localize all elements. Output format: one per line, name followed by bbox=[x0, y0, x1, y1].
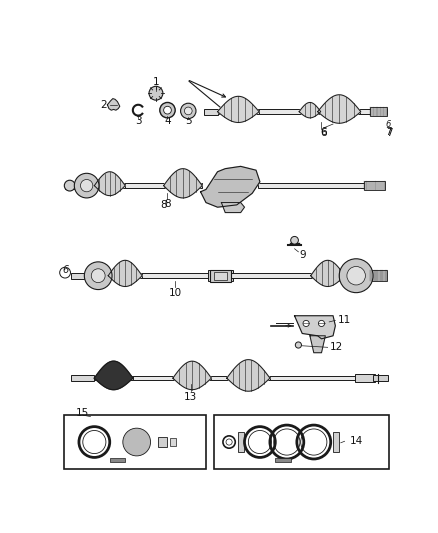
Bar bbox=[133, 376, 179, 381]
Bar bbox=[258, 183, 367, 188]
Text: 2: 2 bbox=[100, 100, 107, 110]
Bar bbox=[142, 273, 210, 278]
Polygon shape bbox=[218, 96, 259, 123]
Circle shape bbox=[184, 107, 192, 115]
Text: 14: 14 bbox=[350, 436, 363, 446]
Text: 7: 7 bbox=[386, 128, 392, 138]
Text: 12: 12 bbox=[330, 342, 343, 352]
Circle shape bbox=[318, 320, 325, 327]
Circle shape bbox=[85, 262, 112, 289]
Bar bbox=[355, 374, 375, 382]
Bar bbox=[65, 182, 78, 189]
Text: 8: 8 bbox=[160, 200, 167, 210]
Circle shape bbox=[295, 342, 301, 348]
Circle shape bbox=[134, 440, 139, 445]
Polygon shape bbox=[227, 360, 270, 391]
Bar bbox=[110, 458, 125, 462]
Bar bbox=[231, 273, 318, 278]
Polygon shape bbox=[294, 316, 336, 339]
Polygon shape bbox=[299, 102, 321, 118]
Circle shape bbox=[123, 428, 151, 456]
Bar bbox=[71, 273, 88, 279]
Bar bbox=[370, 107, 387, 116]
Text: 6: 6 bbox=[321, 127, 327, 137]
Circle shape bbox=[126, 431, 148, 453]
Polygon shape bbox=[94, 361, 133, 390]
Bar bbox=[370, 270, 387, 281]
Bar bbox=[333, 432, 339, 452]
Bar bbox=[270, 376, 356, 381]
Bar bbox=[311, 273, 344, 278]
Bar bbox=[360, 109, 387, 114]
Bar bbox=[170, 438, 176, 446]
Polygon shape bbox=[108, 260, 142, 286]
Circle shape bbox=[91, 269, 105, 282]
Bar bbox=[84, 273, 112, 278]
Circle shape bbox=[149, 86, 163, 100]
Circle shape bbox=[64, 180, 75, 191]
Polygon shape bbox=[94, 172, 125, 196]
Text: 3: 3 bbox=[135, 116, 141, 126]
Bar bbox=[318, 109, 360, 114]
Bar bbox=[214, 415, 389, 469]
Bar bbox=[276, 458, 291, 462]
Circle shape bbox=[291, 237, 298, 244]
Text: 4: 4 bbox=[164, 116, 171, 126]
Circle shape bbox=[164, 106, 171, 114]
Text: 11: 11 bbox=[338, 316, 351, 325]
Text: 6: 6 bbox=[386, 120, 391, 129]
Circle shape bbox=[132, 438, 141, 447]
Bar bbox=[74, 183, 100, 188]
Bar bbox=[218, 109, 259, 114]
Bar bbox=[108, 273, 142, 278]
Circle shape bbox=[339, 259, 373, 293]
Circle shape bbox=[303, 320, 309, 327]
Text: 13: 13 bbox=[184, 392, 197, 402]
Bar bbox=[215, 272, 227, 280]
Bar bbox=[71, 375, 94, 381]
Bar bbox=[373, 375, 389, 381]
Bar bbox=[210, 270, 231, 282]
Text: 6: 6 bbox=[321, 128, 327, 138]
Bar bbox=[259, 109, 304, 114]
Polygon shape bbox=[173, 361, 212, 390]
Text: 7: 7 bbox=[385, 127, 392, 137]
Text: 10: 10 bbox=[169, 288, 182, 298]
Polygon shape bbox=[221, 203, 244, 213]
Bar bbox=[339, 273, 371, 279]
Polygon shape bbox=[201, 166, 260, 207]
Circle shape bbox=[160, 102, 175, 118]
Bar bbox=[94, 376, 133, 381]
Circle shape bbox=[129, 434, 145, 450]
Text: 8: 8 bbox=[164, 199, 171, 209]
Polygon shape bbox=[164, 169, 202, 198]
Text: 15: 15 bbox=[76, 408, 89, 418]
Circle shape bbox=[180, 103, 196, 119]
Bar bbox=[64, 415, 206, 469]
Circle shape bbox=[81, 180, 93, 192]
Bar bbox=[173, 376, 212, 381]
Polygon shape bbox=[318, 95, 361, 123]
Text: 6: 6 bbox=[62, 264, 68, 274]
Circle shape bbox=[74, 173, 99, 198]
Bar bbox=[208, 270, 233, 281]
Bar bbox=[227, 376, 270, 381]
Text: 1: 1 bbox=[152, 77, 159, 87]
Circle shape bbox=[347, 266, 365, 285]
Polygon shape bbox=[311, 260, 345, 286]
Polygon shape bbox=[310, 336, 325, 353]
Bar bbox=[364, 181, 385, 190]
Bar bbox=[212, 376, 233, 381]
Bar bbox=[125, 183, 171, 188]
Bar bbox=[164, 183, 202, 188]
Text: 5: 5 bbox=[185, 116, 191, 126]
Bar bbox=[204, 109, 218, 115]
Bar bbox=[94, 183, 125, 188]
Text: 9: 9 bbox=[299, 250, 306, 260]
Bar bbox=[237, 432, 244, 452]
Polygon shape bbox=[107, 99, 120, 110]
Bar bbox=[158, 437, 167, 447]
